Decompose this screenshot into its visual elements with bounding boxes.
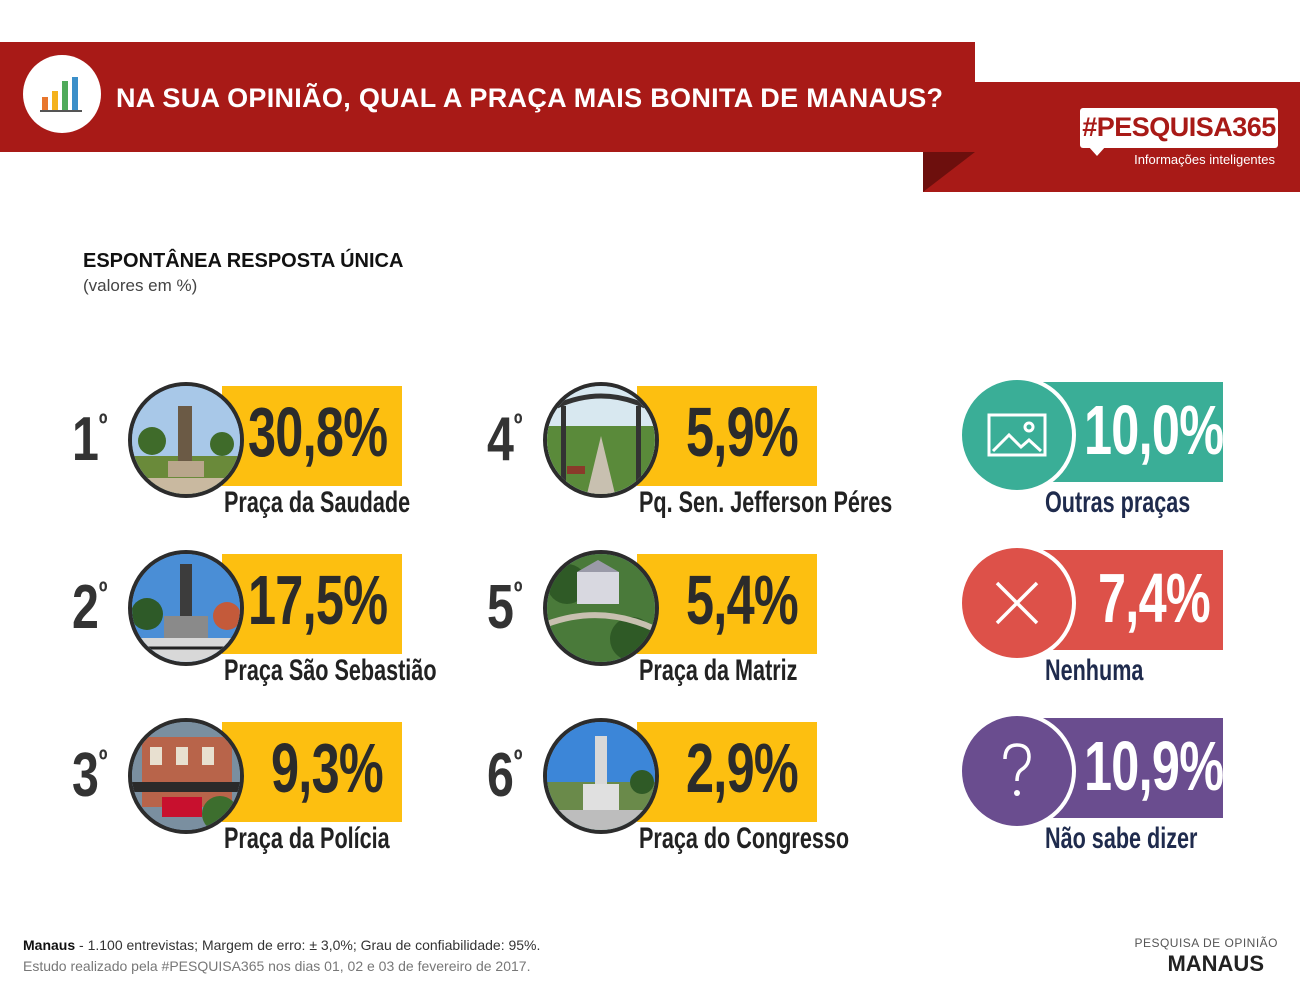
banner-fold — [923, 152, 975, 192]
value-label: 10,0% — [1084, 391, 1224, 469]
ranked-entry: 4º 5,9% Pq. Sen. Jefferson Péres — [487, 382, 892, 519]
photo-pq-jefferson-peres — [543, 382, 659, 498]
bar-chart-icon — [40, 77, 82, 112]
category-label: Outras praças — [1045, 486, 1191, 519]
rank-number: 1º — [72, 405, 108, 474]
photo-praca-policia — [128, 718, 244, 834]
brand-tag-box — [1080, 108, 1278, 148]
rank-number: 3º — [72, 741, 108, 810]
rank-number: 2º — [72, 573, 108, 642]
rank-number: 5º — [487, 573, 523, 642]
value-label: 17,5% — [248, 561, 388, 639]
footer-study: Estudo realizado pela #PESQUISA365 nos d… — [23, 958, 531, 974]
brand-tag-tail — [1088, 146, 1106, 156]
icon-circle — [958, 712, 1076, 830]
value-label: 9,3% — [271, 729, 384, 807]
ranked-entry: 6º 2,9% Praça do Congresso — [487, 718, 849, 855]
icon-circle — [958, 544, 1076, 662]
value-label: 2,9% — [686, 729, 799, 807]
photo-praca-sao-sebastiao — [128, 550, 244, 666]
other-entry: 10,0% Outras praças — [958, 376, 1238, 519]
close-icon — [995, 581, 1039, 625]
value-bar — [637, 386, 817, 486]
category-label: Não sabe dizer — [1045, 822, 1198, 855]
photo-praca-congresso — [543, 718, 659, 834]
category-label: Praça da Matriz — [639, 654, 798, 687]
value-bar — [222, 722, 402, 822]
photo-praca-matriz — [543, 550, 659, 666]
brand-tag: #PESQUISA365 — [1082, 112, 1276, 142]
other-entry: 10,9% Não sabe dizer — [958, 712, 1238, 855]
other-entry: 7,4% Nenhuma — [958, 544, 1238, 687]
image-icon — [987, 413, 1047, 457]
value-label: 5,4% — [686, 561, 799, 639]
brand-subtitle: Informações inteligentes — [1134, 152, 1275, 167]
rank-number: 6º — [487, 741, 523, 810]
category-label: Pq. Sen. Jefferson Péres — [639, 486, 893, 519]
value-bar — [222, 554, 402, 654]
value-bar — [637, 554, 817, 654]
footer-brand-top: PESQUISA DE OPINIÃO — [1134, 936, 1278, 950]
ranked-entry: 3º 9,3% Praça da Polícia — [72, 718, 402, 855]
section-title: ESPONTÂNEA RESPOSTA ÚNICA — [83, 250, 404, 272]
value-label: 10,9% — [1084, 727, 1224, 805]
value-bar — [637, 722, 817, 822]
category-label: Nenhuma — [1045, 654, 1144, 687]
value-label: 30,8% — [248, 393, 388, 471]
value-bar — [222, 386, 402, 486]
ranked-entry: 1º 30,8% Praça da Saudade — [72, 382, 410, 519]
question-icon — [1003, 743, 1031, 796]
chart-logo — [23, 55, 101, 133]
ranked-entry: 2º 17,5% Praça São Sebastião — [72, 550, 437, 687]
header-banner — [0, 42, 975, 152]
category-label: Praça da Polícia — [224, 822, 390, 855]
category-label: Praça do Congresso — [639, 822, 850, 855]
category-label: Praça da Saudade — [224, 486, 411, 519]
icon-circle — [958, 376, 1076, 494]
ranked-entry: 5º 5,4% Praça da Matriz — [487, 550, 817, 687]
rank-number: 4º — [487, 405, 523, 474]
photo-praca-saudade — [128, 382, 244, 498]
footer-methodology: Manaus - 1.100 entrevistas; Margem de er… — [23, 937, 540, 953]
footer-details: - 1.100 entrevistas; Margem de erro: ± 3… — [75, 937, 541, 953]
footer-brand-bottom: MANAUS — [1167, 951, 1264, 976]
value-label: 7,4% — [1098, 559, 1211, 637]
value-label: 5,9% — [686, 393, 799, 471]
category-label: Praça São Sebastião — [224, 654, 437, 687]
section-subtitle: (valores em %) — [83, 276, 198, 295]
footer-city: Manaus — [23, 937, 76, 953]
page-title: NA SUA OPINIÃO, QUAL A PRAÇA MAIS BONITA… — [116, 83, 944, 113]
